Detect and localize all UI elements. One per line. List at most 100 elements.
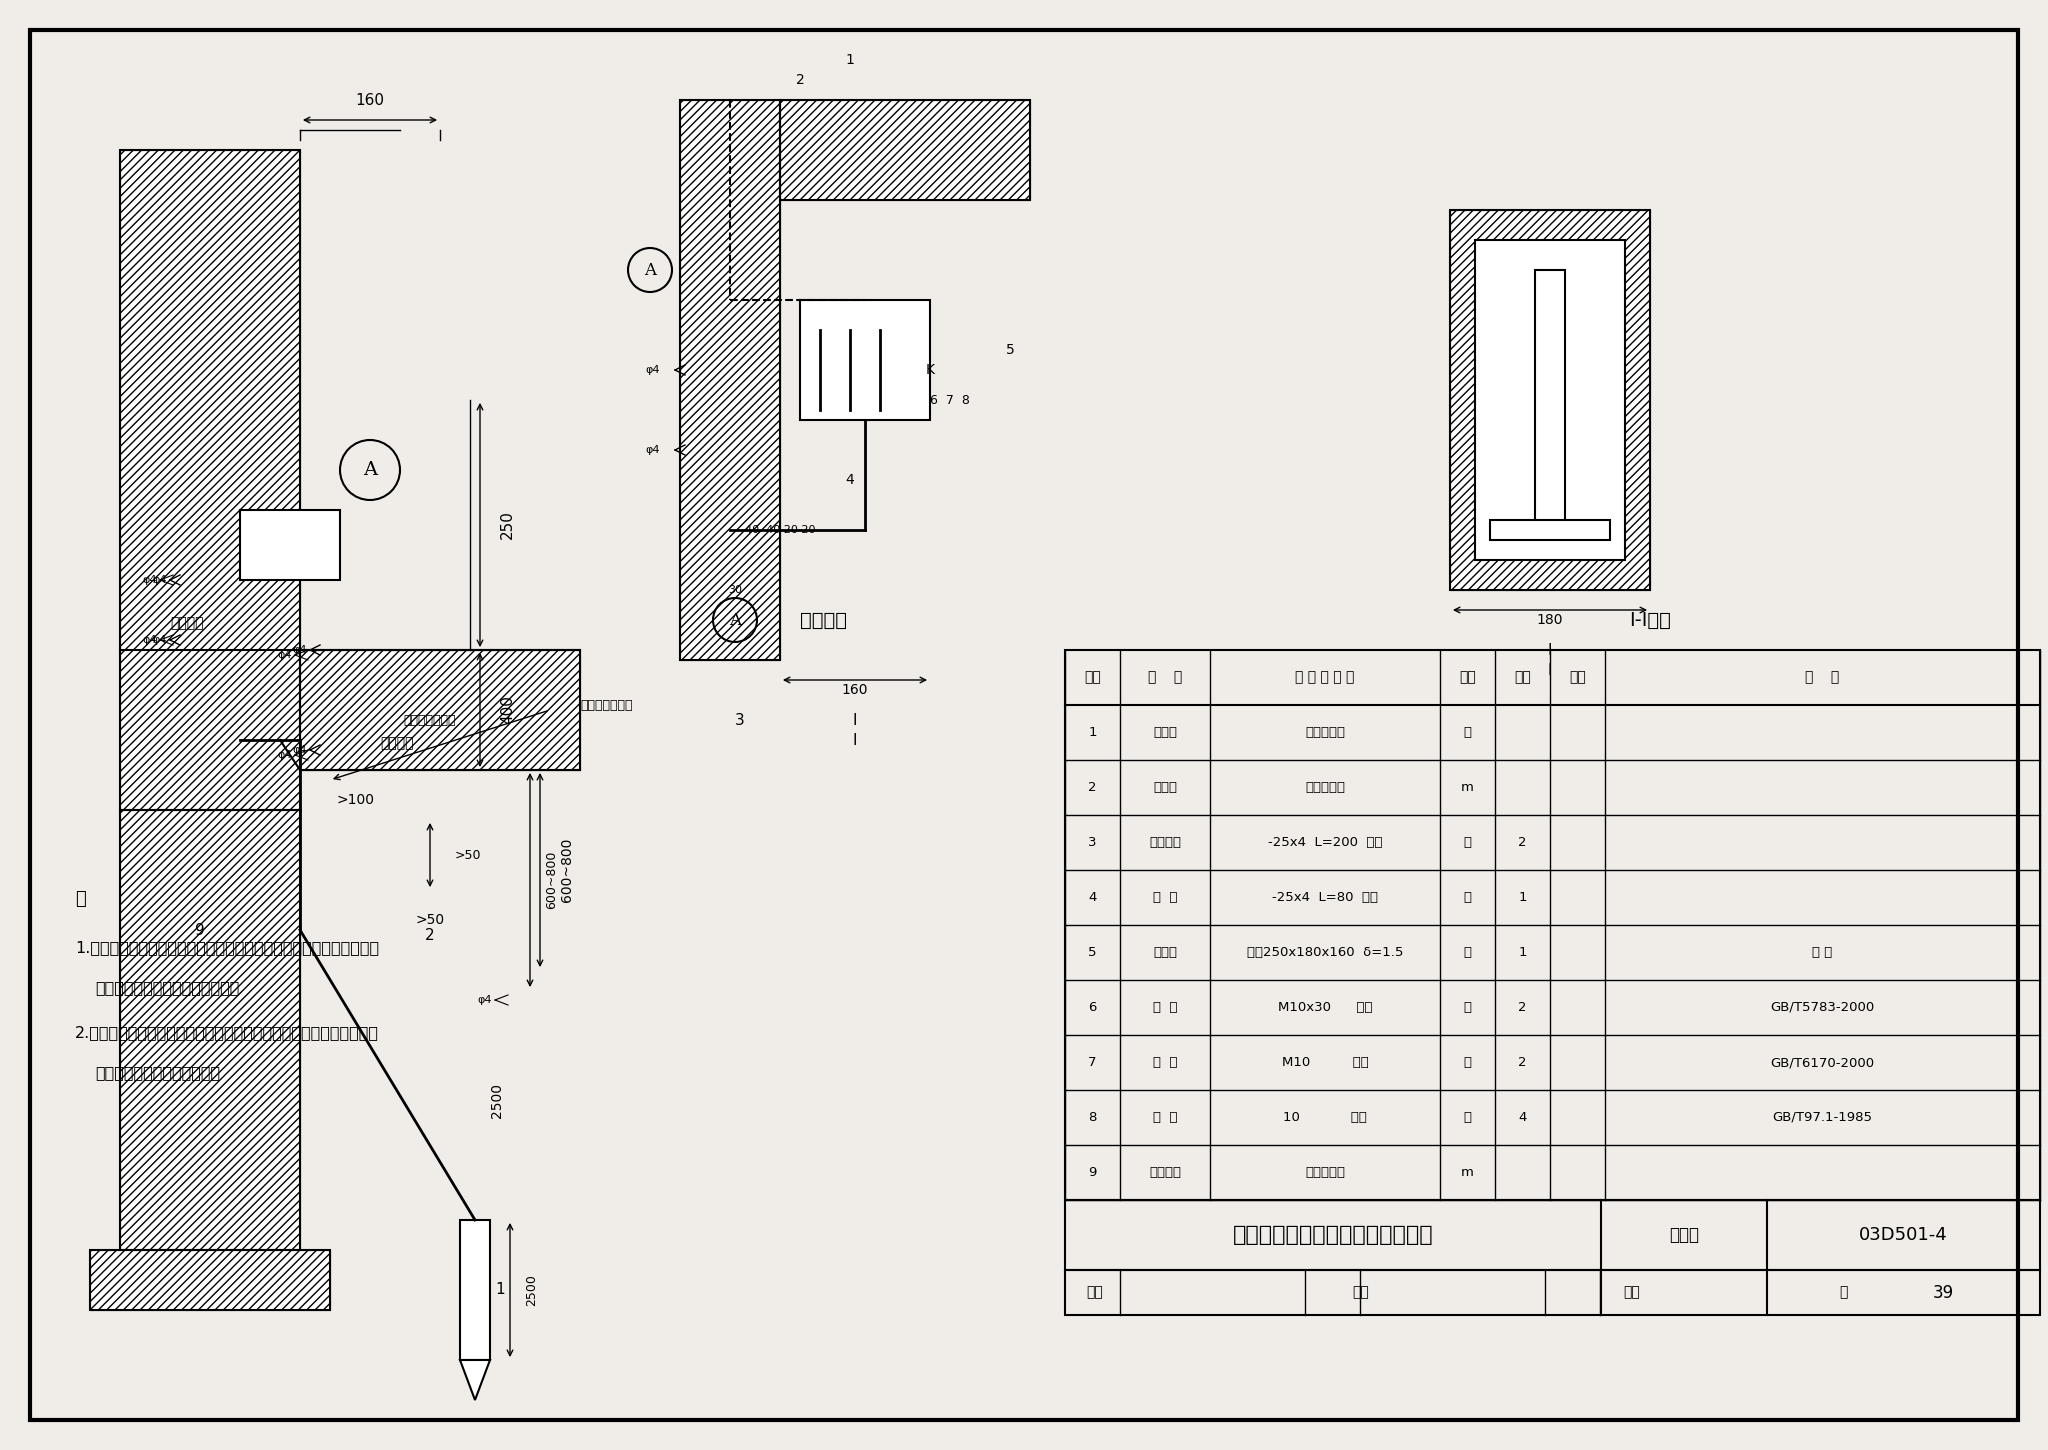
Text: φ4: φ4: [154, 635, 168, 645]
Text: >50: >50: [455, 848, 481, 861]
Bar: [680, 100, 780, 660]
Text: 室外地面: 室外地面: [381, 737, 414, 750]
Text: φ4: φ4: [143, 635, 158, 645]
Text: K: K: [926, 362, 934, 377]
Text: 页次: 页次: [1569, 670, 1585, 684]
Text: 型 号 及 规 格: 型 号 及 规 格: [1294, 670, 1354, 684]
Text: 镇 锋: 镇 锋: [1812, 945, 1833, 958]
Text: 1.本图适用于室内接地线（实线部分）、防雷暗敷引下线（虚线部分）: 1.本图适用于室内接地线（实线部分）、防雷暗敷引下线（虚线部分）: [76, 940, 379, 956]
Text: I: I: [852, 732, 858, 748]
Text: 4: 4: [846, 473, 854, 487]
Text: 9: 9: [1087, 1166, 1096, 1179]
Text: 经室外暗装检测点与接地体安装。: 经室外暗装检测点与接地体安装。: [94, 980, 240, 995]
Text: 9: 9: [195, 922, 205, 938]
Text: A: A: [643, 261, 655, 278]
Text: -25x4  L=80  镇锋: -25x4 L=80 镇锋: [1272, 890, 1378, 903]
Bar: [240, 510, 340, 580]
Text: 4: 4: [1087, 890, 1096, 903]
Text: 1: 1: [1087, 726, 1098, 740]
Text: φ4: φ4: [143, 576, 158, 584]
Text: 块: 块: [1464, 890, 1473, 903]
Text: I: I: [1548, 663, 1552, 677]
Bar: [680, 100, 780, 660]
Text: 2: 2: [426, 928, 434, 942]
Text: 10            镇锋: 10 镇锋: [1282, 1111, 1366, 1124]
Text: 螺  栓: 螺 栓: [1153, 1000, 1178, 1014]
Text: 2500: 2500: [524, 1275, 539, 1306]
Text: 图集号: 图集号: [1669, 1227, 1700, 1244]
Text: 见工程设计: 见工程设计: [1305, 1166, 1346, 1179]
Text: 03D501-4: 03D501-4: [1860, 1227, 1948, 1244]
Text: 由工程设计确定: 由工程设计确定: [580, 699, 633, 712]
Text: 160: 160: [842, 683, 868, 697]
Text: 硬塑料管: 硬塑料管: [1149, 1166, 1182, 1179]
Text: 40  40 20 20: 40 40 20 20: [745, 525, 815, 535]
Text: 2.本图是按有接线盒设计的，如取消接线盒，应在洞壁上预埋洞盖的固: 2.本图是按有接线盒设计的，如取消接线盒，应在洞壁上预埋洞盖的固: [76, 1025, 379, 1040]
Text: 2: 2: [1518, 1056, 1526, 1069]
Text: GB/T5783-2000: GB/T5783-2000: [1769, 1000, 1874, 1014]
Bar: [90, 1250, 330, 1309]
Text: φ4: φ4: [645, 365, 659, 376]
Text: m: m: [1460, 1166, 1475, 1179]
Text: 见工程设计: 见工程设计: [1305, 726, 1346, 740]
Bar: [121, 149, 299, 811]
Text: 个: 个: [1464, 1111, 1473, 1124]
Bar: [299, 650, 580, 770]
Text: 2: 2: [795, 72, 805, 87]
Text: 注: 注: [76, 890, 86, 908]
Text: 250: 250: [500, 510, 514, 539]
Text: 6  7  8: 6 7 8: [930, 393, 971, 406]
Text: 个: 个: [1464, 945, 1473, 958]
Text: 单位: 单位: [1458, 670, 1477, 684]
Text: GB/T6170-2000: GB/T6170-2000: [1769, 1056, 1874, 1069]
Text: 块: 块: [1464, 837, 1473, 850]
Text: 600~800: 600~800: [545, 851, 557, 909]
Text: 数量: 数量: [1513, 670, 1530, 684]
Text: m: m: [1460, 782, 1475, 795]
Bar: [780, 100, 1030, 200]
Bar: [1475, 241, 1624, 560]
Text: I: I: [1548, 642, 1552, 657]
Text: GB/T97.1-1985: GB/T97.1-1985: [1772, 1111, 1872, 1124]
Text: 2: 2: [1518, 1000, 1526, 1014]
Text: φ4: φ4: [645, 445, 659, 455]
Text: I: I: [852, 712, 858, 728]
Text: 断接卡子: 断接卡子: [1149, 837, 1182, 850]
Text: 8: 8: [1087, 1111, 1096, 1124]
Bar: [1450, 210, 1651, 590]
Text: 室内地面: 室内地面: [170, 616, 203, 629]
Text: 螺  母: 螺 母: [1153, 1056, 1178, 1069]
Text: 4: 4: [1518, 1111, 1526, 1124]
Text: φ4: φ4: [293, 645, 307, 655]
Text: 160: 160: [356, 93, 385, 107]
Text: 个: 个: [1464, 1056, 1473, 1069]
Text: M10          镇锋: M10 镇锋: [1282, 1056, 1368, 1069]
Text: 垫  圈: 垫 圈: [1153, 1111, 1178, 1124]
Text: 由工程设计确定: 由工程设计确定: [403, 713, 457, 726]
Text: 1: 1: [1518, 890, 1526, 903]
Polygon shape: [461, 1360, 489, 1401]
Text: 接线盒: 接线盒: [1153, 945, 1178, 958]
Text: 5: 5: [1006, 344, 1014, 357]
Text: φ4: φ4: [154, 576, 168, 584]
Text: 1: 1: [846, 54, 854, 67]
Text: φ4: φ4: [279, 650, 293, 660]
Bar: [121, 811, 299, 1250]
Text: 1: 1: [1518, 945, 1526, 958]
Text: 3: 3: [1087, 837, 1098, 850]
Text: 校对: 校对: [1352, 1286, 1368, 1299]
Text: 备    注: 备 注: [1806, 670, 1839, 684]
Text: 39: 39: [1933, 1283, 1954, 1302]
Text: 接地线: 接地线: [1153, 782, 1178, 795]
Text: -25x4  L=200  镇锋: -25x4 L=200 镇锋: [1268, 837, 1382, 850]
Text: 名    称: 名 称: [1147, 670, 1182, 684]
Text: 页: 页: [1839, 1286, 1847, 1299]
Text: 序号: 序号: [1083, 670, 1102, 684]
Text: >50: >50: [416, 914, 444, 927]
Text: 1: 1: [496, 1282, 504, 1298]
Bar: [299, 650, 580, 770]
Bar: [90, 1250, 330, 1309]
Text: 5: 5: [1087, 945, 1098, 958]
Text: 节点详图: 节点详图: [801, 610, 848, 629]
Bar: [1536, 270, 1565, 531]
